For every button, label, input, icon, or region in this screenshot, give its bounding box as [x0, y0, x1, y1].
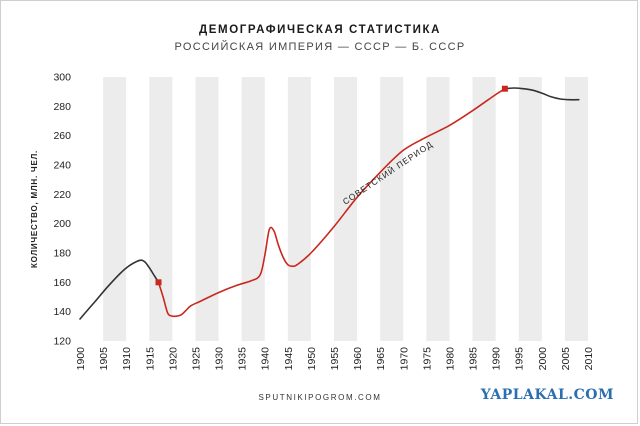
- x-tick-label: 1930: [214, 347, 226, 371]
- grid-band: [518, 77, 542, 341]
- y-tick-label: 300: [53, 72, 71, 84]
- x-tick-label: 2005: [560, 347, 572, 371]
- y-tick-label: 260: [53, 130, 71, 142]
- y-axis-label: КОЛИЧЕСТВО, МЛН. ЧЕЛ.: [30, 150, 39, 268]
- x-tick-label: 1960: [352, 347, 364, 371]
- series-line-soviet: [157, 87, 506, 318]
- x-tick-labels: 1900 1905 1910 1915 1920 1925 1930 1935 1940 1945…: [75, 347, 595, 371]
- x-tick-label: 1940: [260, 347, 272, 371]
- x-tick-label: 1945: [283, 347, 295, 371]
- y-tick-label: 240: [53, 160, 71, 172]
- y-tick-labels: 120 140 160 180 200 220 240 260 280 300: [53, 72, 71, 348]
- x-tick-label: 1985: [468, 347, 480, 371]
- data-markers: [155, 85, 508, 286]
- grid-band: [380, 77, 404, 341]
- x-tick-label: 1995: [514, 347, 526, 371]
- grid-band: [334, 77, 358, 341]
- grid-band: [564, 77, 588, 341]
- x-tick-label: 1975: [421, 347, 433, 371]
- series-line-post: [504, 87, 580, 101]
- grid-band: [149, 77, 173, 341]
- y-tick-label: 140: [53, 306, 71, 318]
- grid-band: [472, 77, 496, 341]
- x-tick-label: 1905: [98, 347, 110, 371]
- grid-band: [103, 77, 127, 341]
- x-tick-label: 1925: [190, 347, 202, 371]
- x-tick-label: 1955: [329, 347, 341, 371]
- y-tick-label: 280: [53, 101, 71, 113]
- y-tick-label: 120: [53, 336, 71, 348]
- x-tick-label: 1950: [306, 347, 318, 371]
- x-tick-label: 1935: [237, 347, 249, 371]
- grid-band: [287, 77, 311, 341]
- series-line-pre: [79, 259, 160, 320]
- grid-band: [195, 77, 219, 341]
- source-label: SPUTNIKIPOGROM.COM: [258, 393, 382, 402]
- x-tick-label: 1920: [167, 347, 179, 371]
- x-tick-label: 2000: [537, 347, 549, 371]
- background-bands: [103, 77, 588, 341]
- x-tick-label: 1915: [144, 347, 156, 371]
- x-tick-label: 1990: [491, 347, 503, 371]
- x-tick-label: 1970: [398, 347, 410, 371]
- y-tick-label: 180: [53, 248, 71, 260]
- x-tick-label: 2010: [583, 347, 595, 371]
- y-tick-label: 160: [53, 277, 71, 289]
- grid-band: [426, 77, 450, 341]
- x-tick-label: 1965: [375, 347, 387, 371]
- x-tick-label: 1910: [121, 347, 133, 371]
- watermark-logo: YAPLAKAL.COM: [480, 387, 614, 403]
- chart-title: ДЕМОГРАФИЧЕСКАЯ СТАТИСТИКА: [198, 24, 442, 36]
- chart-subtitle: РОССИЙСКАЯ ИМПЕРИЯ — СССР — Б. СССР: [174, 41, 466, 53]
- y-tick-label: 220: [53, 189, 71, 201]
- grid-band: [241, 77, 265, 341]
- data-marker: [155, 279, 162, 286]
- y-tick-label: 200: [53, 218, 71, 230]
- x-tick-label: 1980: [444, 347, 456, 371]
- x-tick-label: 1900: [75, 347, 87, 371]
- data-marker: [501, 85, 508, 92]
- series-lines: [79, 87, 580, 320]
